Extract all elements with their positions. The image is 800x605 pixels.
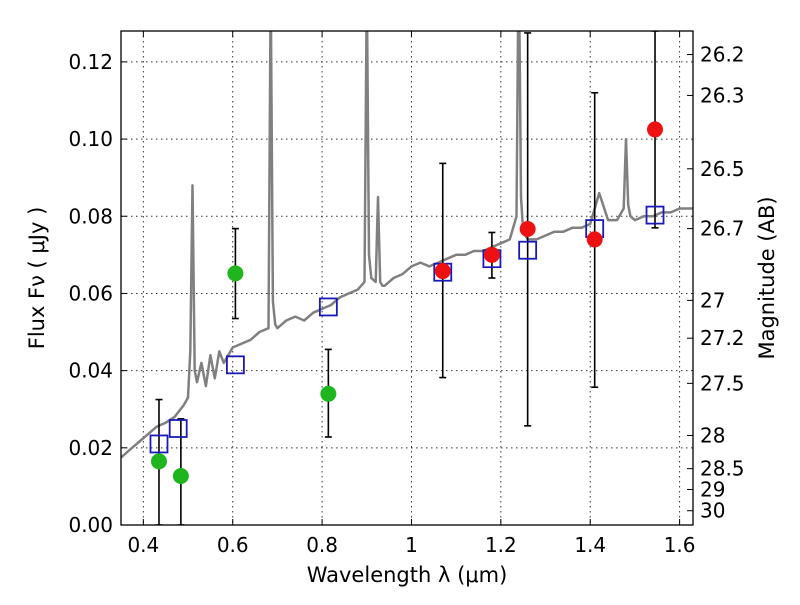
y-tick-label: 0.06 (68, 281, 113, 305)
y-axis-title: Flux Fν ( μJy ) (25, 207, 49, 350)
x-axis-title: Wavelength λ (μm) (307, 563, 508, 587)
flux-point-marker (227, 265, 244, 282)
plot-frame (120, 30, 694, 526)
x-tick-label: 1.4 (574, 533, 606, 557)
model-square-marker (168, 419, 188, 438)
plot-background (121, 31, 693, 525)
model-square-marker (518, 240, 538, 260)
y-tick-label: 0.02 (68, 436, 113, 460)
x-tick-label: 1.6 (664, 533, 696, 557)
right-tick-label: 28 (700, 423, 725, 447)
flux-point-marker (519, 220, 536, 237)
y-tick-label: 0.12 (68, 50, 113, 74)
right-tick-label: 26.2 (700, 43, 745, 67)
right-tick-label: 27.5 (700, 371, 745, 395)
y-tick-label: 0.10 (68, 127, 113, 151)
right-tick-label: 30 (700, 499, 725, 523)
right-tick-label: 27 (700, 288, 725, 312)
y-tick-label: 0.08 (68, 204, 113, 228)
y-tick-label: 0.00 (68, 513, 113, 537)
spectrum-line (121, 31, 693, 459)
right-tick-label: 26.5 (700, 157, 745, 181)
grid (121, 31, 693, 526)
y-tick-label: 0.04 (68, 359, 113, 383)
model-square-marker (149, 434, 169, 454)
marker-layer (149, 121, 665, 484)
x-tick-label: 0.6 (217, 533, 249, 557)
tick-layer: 0.4 0.6 0.8 1 1.2 1.4 1.6 0.00 0.02 0.04 0.06 0.08 0… (68, 31, 745, 557)
right-tick-label: 26.7 (700, 217, 745, 241)
model-square-marker (645, 205, 665, 225)
flux-point-marker (150, 453, 167, 470)
spectrum-layer (121, 31, 693, 459)
right-tick-label: 27.2 (700, 326, 745, 350)
flux-point-marker (434, 263, 451, 280)
flux-point-marker (647, 121, 664, 138)
x-tick-label: 0.4 (127, 533, 159, 557)
x-tick-label: 0.8 (306, 533, 338, 557)
right-tick-label: 29 (700, 477, 725, 501)
right-tick-label: 28.5 (700, 457, 745, 481)
flux-point-marker (586, 231, 603, 248)
flux-point-marker (320, 385, 337, 402)
x-tick-label: 1.2 (485, 533, 517, 557)
x-tick-label: 1 (405, 533, 418, 557)
model-square-marker (225, 355, 245, 375)
y-axis-right-title: Magnitude (AB) (755, 196, 779, 359)
flux-point-marker (172, 467, 189, 484)
flux-point-marker (483, 246, 500, 263)
right-tick-label: 26.3 (700, 83, 745, 107)
model-square-marker (318, 297, 338, 317)
